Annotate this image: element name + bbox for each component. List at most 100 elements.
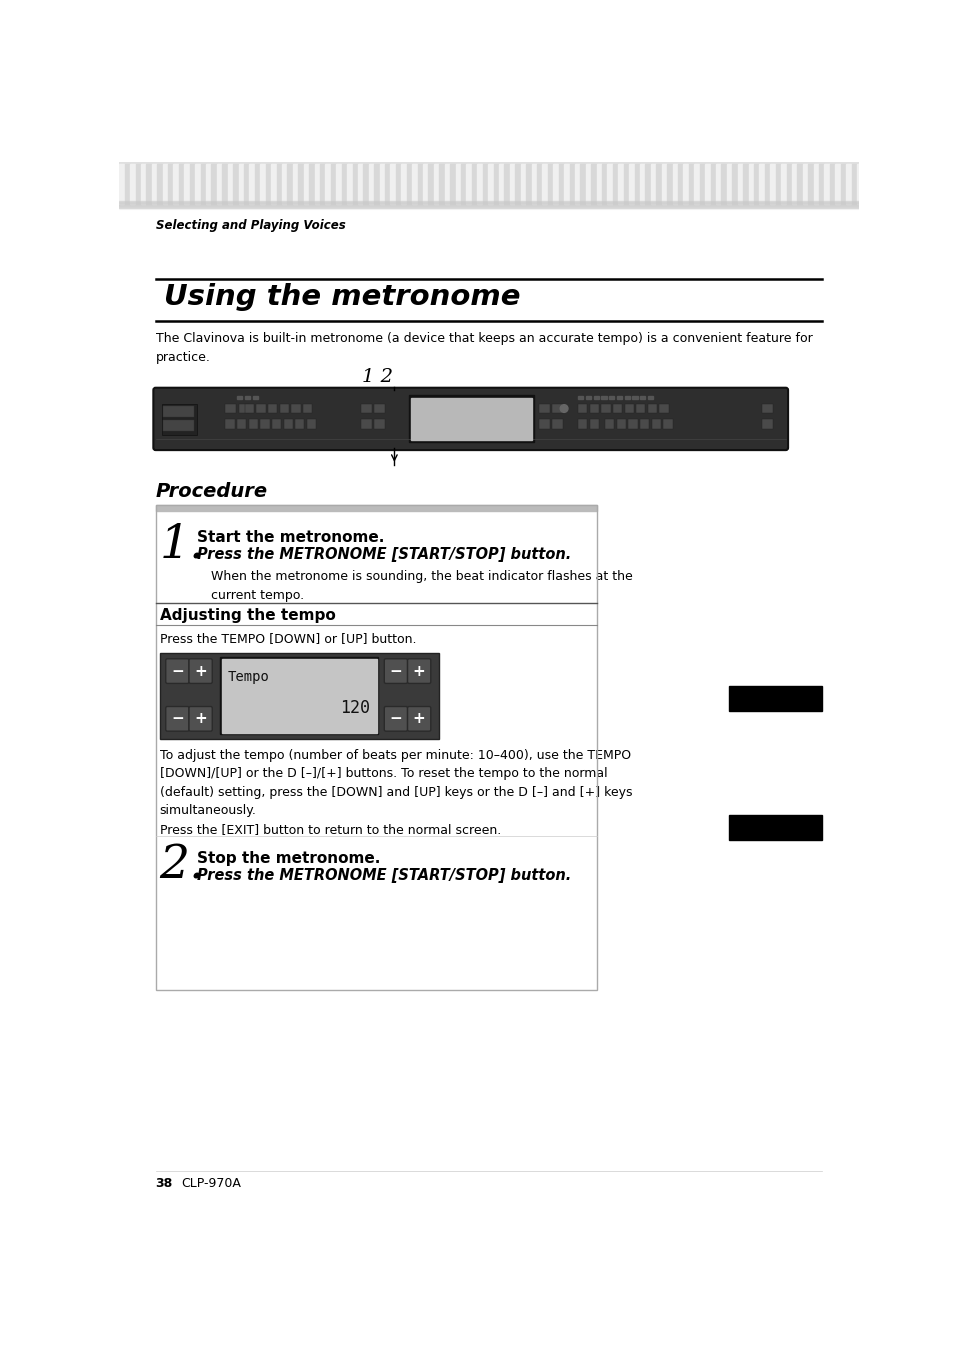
Text: −: − xyxy=(389,712,402,727)
Bar xyxy=(607,163,612,204)
Bar xyxy=(632,396,637,400)
Bar xyxy=(585,163,590,204)
Bar xyxy=(119,163,124,204)
Bar xyxy=(220,657,377,734)
Bar xyxy=(579,163,585,204)
Bar xyxy=(360,419,372,428)
Bar xyxy=(542,163,547,204)
Bar xyxy=(569,163,574,204)
Bar xyxy=(179,163,184,204)
Bar xyxy=(807,163,812,204)
Bar xyxy=(379,163,384,204)
Bar xyxy=(761,404,773,413)
Text: Procedure: Procedure xyxy=(155,482,268,501)
Bar xyxy=(363,163,368,204)
Bar xyxy=(119,162,858,208)
Bar xyxy=(439,163,444,204)
Bar xyxy=(412,163,416,204)
Bar xyxy=(728,686,821,711)
Bar xyxy=(493,163,498,204)
Bar xyxy=(335,163,341,204)
Bar xyxy=(221,659,376,732)
Bar xyxy=(374,404,385,413)
Bar xyxy=(374,163,379,204)
Bar xyxy=(135,163,140,204)
Bar xyxy=(422,163,428,204)
Bar xyxy=(726,163,731,204)
Bar xyxy=(639,419,649,428)
Bar xyxy=(428,163,433,204)
Text: Selecting and Playing Voices: Selecting and Playing Voices xyxy=(155,219,345,232)
Text: −: − xyxy=(389,663,402,678)
Bar xyxy=(260,163,265,204)
Bar xyxy=(173,163,178,204)
Bar xyxy=(283,419,293,428)
Bar xyxy=(845,163,850,204)
Bar xyxy=(347,163,352,204)
Bar xyxy=(152,163,156,204)
Text: +: + xyxy=(194,663,207,678)
Bar xyxy=(802,163,807,204)
Bar xyxy=(276,163,281,204)
Bar xyxy=(353,163,357,204)
Bar xyxy=(661,163,666,204)
Bar xyxy=(851,163,856,204)
Bar xyxy=(604,419,614,428)
Bar xyxy=(298,163,303,204)
FancyBboxPatch shape xyxy=(407,707,431,731)
Bar xyxy=(759,163,763,204)
Bar xyxy=(753,163,759,204)
Bar xyxy=(742,163,747,204)
Bar xyxy=(829,163,834,204)
Bar xyxy=(593,396,598,400)
Bar xyxy=(417,163,422,204)
Bar xyxy=(195,163,200,204)
Bar xyxy=(589,419,598,428)
Bar xyxy=(303,163,309,204)
Bar xyxy=(163,420,194,431)
Bar xyxy=(268,404,277,413)
Bar xyxy=(271,163,276,204)
Bar xyxy=(525,163,531,204)
Bar xyxy=(769,163,775,204)
Bar xyxy=(222,163,227,204)
Bar xyxy=(628,419,637,428)
Bar xyxy=(233,163,238,204)
Text: Press the METRONOME [START/STOP] button.: Press the METRONOME [START/STOP] button. xyxy=(196,547,571,562)
Bar xyxy=(155,505,597,511)
Bar xyxy=(601,163,606,204)
Bar xyxy=(651,419,660,428)
Bar xyxy=(761,419,773,428)
Bar xyxy=(720,163,725,204)
Text: Start the metronome.: Start the metronome. xyxy=(196,530,384,546)
Bar xyxy=(515,163,519,204)
Bar xyxy=(331,163,335,204)
Bar xyxy=(797,163,801,204)
Bar xyxy=(163,407,194,417)
Bar xyxy=(694,163,699,204)
Bar xyxy=(409,396,534,442)
Text: 2.: 2. xyxy=(159,843,205,889)
Bar xyxy=(130,163,135,204)
Bar xyxy=(563,163,569,204)
Bar xyxy=(552,404,562,413)
Bar xyxy=(444,163,449,204)
Bar xyxy=(624,396,629,400)
Bar xyxy=(245,404,253,413)
FancyBboxPatch shape xyxy=(166,659,189,684)
Bar xyxy=(775,163,780,204)
Bar xyxy=(238,163,243,204)
Bar xyxy=(520,163,525,204)
Bar xyxy=(245,396,250,400)
Bar xyxy=(737,163,742,204)
Bar xyxy=(688,163,693,204)
Bar xyxy=(716,163,720,204)
Bar xyxy=(228,163,233,204)
Bar xyxy=(647,404,657,413)
Bar xyxy=(639,163,644,204)
Bar xyxy=(748,163,753,204)
Bar xyxy=(184,163,190,204)
Bar xyxy=(585,396,591,400)
Bar xyxy=(617,396,621,400)
Bar xyxy=(225,419,234,428)
